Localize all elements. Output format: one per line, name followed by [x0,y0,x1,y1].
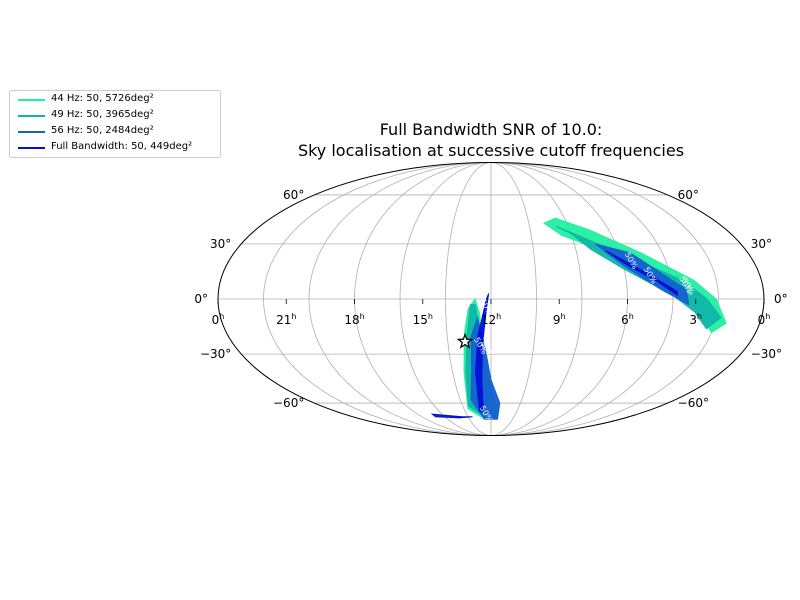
legend: 44 Hz: 50, 5726deg² 49 Hz: 50, 3965deg² … [9,90,221,158]
ra-tick-label: 12h [481,312,501,327]
ra-tick-label: 0h [758,312,771,327]
legend-swatch-full-bandwidth [18,147,45,149]
legend-entry-44hz: 44 Hz: 50, 5726deg² [10,92,220,107]
legend-swatch-49hz [18,115,45,117]
localisation-contours [430,217,727,420]
legend-entry-full-bandwidth: Full Bandwidth: 50, 449deg² [10,140,220,155]
dec-tick-label-right: 30° [751,237,772,251]
dec-tick-label-left: −60° [273,396,304,410]
ra-tick-label: 0h [212,312,225,327]
chart-title-line-2: Sky localisation at successive cutoff fr… [297,141,685,160]
contour-region-full-bandwidth [430,413,473,419]
chart-title-line-1: Full Bandwidth SNR of 10.0: [379,120,603,139]
legend-entry-49hz: 49 Hz: 50, 3965deg² [10,108,220,123]
source-marker-layer [456,332,474,349]
tick-labels: 0h 21h 18h 15h 12h 9h 6h 3h 0h 60° 60° 30° 30° 0° 0° −3… [194,188,787,410]
ra-tick-label: 6h [621,312,634,327]
ra-tick-label: 21h [276,312,296,327]
legend-swatch-44hz [18,99,45,101]
dec-tick-label-left: 0° [194,292,208,306]
source-location-star [456,332,474,349]
contour-region-49-hz [556,226,722,330]
dec-tick-label-right: 60° [678,188,699,202]
dec-tick-label-right: 0° [774,292,788,306]
legend-label-49hz: 49 Hz: 50, 3965deg² [51,109,154,120]
ra-tick-label: 3h [689,312,702,327]
dec-tick-label-left: 60° [283,188,304,202]
dec-tick-label-right: −30° [751,347,782,361]
ra-tick-label: 18h [344,312,364,327]
ra-tick-label: 15h [413,312,433,327]
dec-tick-label-right: −60° [678,396,709,410]
ra-tick-label: 9h [553,312,566,327]
dec-tick-label-left: −30° [200,347,231,361]
dec-tick-label-left: 30° [210,237,231,251]
legend-label-full-bandwidth: Full Bandwidth: 50, 449deg² [51,141,193,152]
legend-entry-56hz: 56 Hz: 50, 2484deg² [10,124,220,139]
legend-swatch-56hz [18,131,45,133]
contour-region-full-bandwidth [475,293,490,412]
contour-region-full-bandwidth [605,250,679,297]
legend-label-56hz: 56 Hz: 50, 2484deg² [51,125,154,136]
legend-label-44hz: 44 Hz: 50, 5726deg² [51,93,154,104]
